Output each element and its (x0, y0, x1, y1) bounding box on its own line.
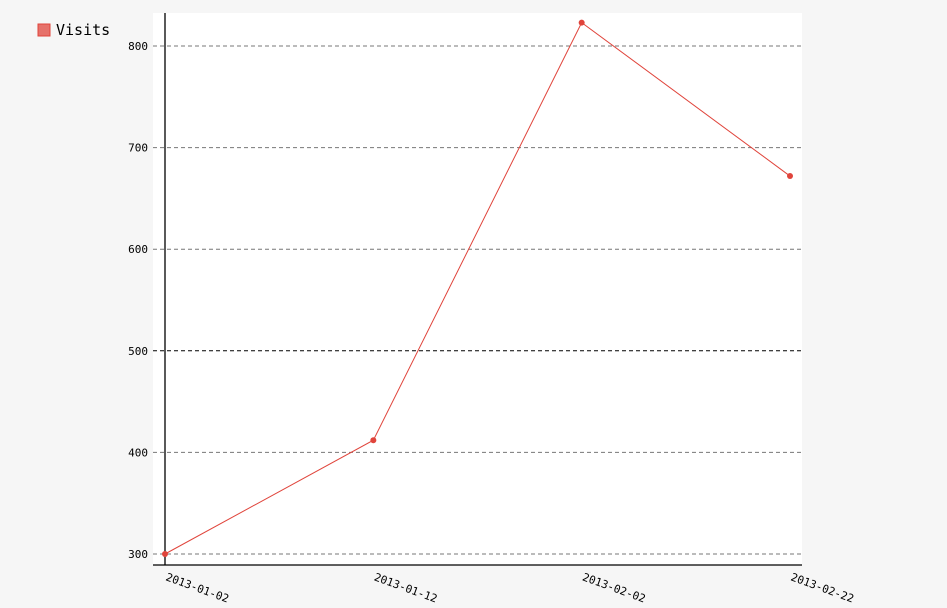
x-tick-label: 2013-01-02 (164, 571, 231, 606)
legend[interactable]: Visits (37, 21, 110, 39)
data-point[interactable] (162, 551, 168, 557)
x-tick-label: 2013-02-02 (581, 571, 648, 606)
x-tick-label: 2013-01-12 (372, 571, 439, 606)
y-tick-label: 800 (128, 40, 148, 53)
data-point[interactable] (787, 173, 793, 180)
data-point[interactable] (578, 19, 585, 26)
data-point[interactable] (370, 437, 377, 444)
series-line-visits (164, 21, 791, 555)
y-tick-label: 700 (128, 142, 148, 155)
y-tick-label: 400 (128, 446, 148, 459)
plot-background (153, 13, 802, 565)
legend-swatch-visits (37, 23, 51, 37)
y-tick-label: 300 (128, 548, 148, 561)
x-tick-label: 2013-02-22 (789, 571, 856, 606)
y-tick-label: 500 (128, 345, 148, 358)
y-tick-label: 600 (128, 243, 148, 256)
legend-label-visits: Visits (56, 21, 110, 39)
